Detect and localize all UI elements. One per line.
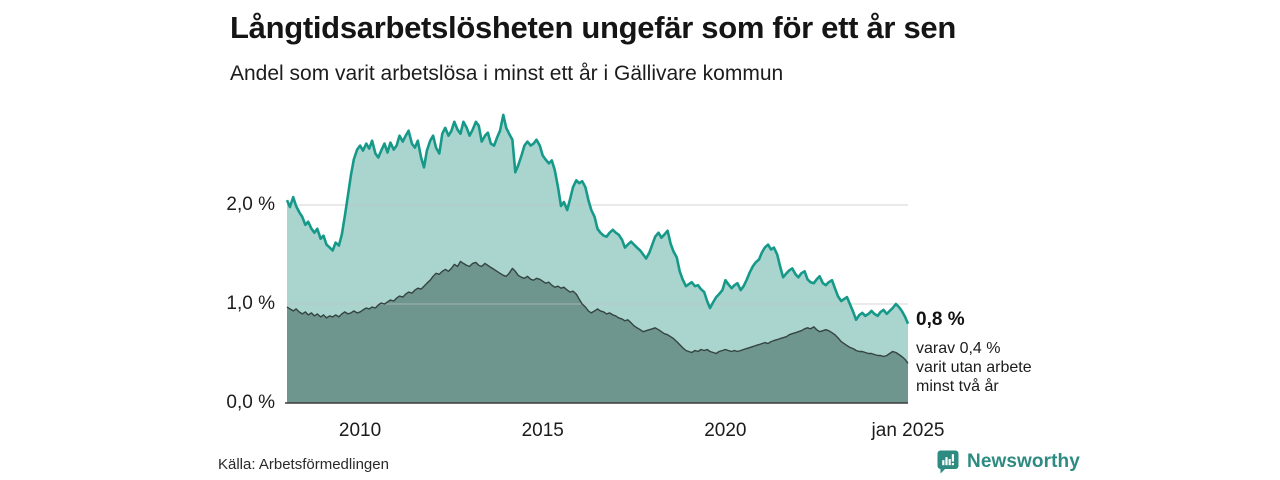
chart-subtitle: Andel som varit arbetslösa i minst ett å… <box>230 62 784 85</box>
end-value-detail-1: varav 0,4 % <box>916 339 1001 357</box>
series2-area <box>287 261 908 403</box>
series1-line <box>285 113 910 325</box>
end-value-total: 0,8 % <box>916 309 965 330</box>
newsworthy-brand[interactable]: Newsworthy <box>936 449 1080 474</box>
newsworthy-logo-icon <box>936 449 960 474</box>
page-title: Långtidsarbetslösheten ungefär som för e… <box>230 10 957 45</box>
y-axis-tick-label: 2,0 % <box>226 194 275 215</box>
x-axis-tick-label: 2020 <box>704 420 747 441</box>
end-value-detail-2: varit utan arbete <box>916 358 1032 376</box>
source-note: Källa: Arbetsförmedlingen <box>218 456 389 473</box>
x-axis-tick-label: 2015 <box>521 420 564 441</box>
x-axis-tick-label: 2010 <box>338 420 382 441</box>
end-value-annotation: 0,8 % varav 0,4 % varit utan arbete mins… <box>916 309 1066 396</box>
end-value-detail-3: minst två år <box>916 378 999 396</box>
y-axis-tick-label: 0,0 % <box>226 392 275 413</box>
x-axis-tick-label: jan 2025 <box>871 420 945 441</box>
series2-line <box>286 260 909 364</box>
y-axis-tick-label: 1,0 % <box>226 293 275 314</box>
newsworthy-brand-label: Newsworthy <box>967 450 1080 472</box>
